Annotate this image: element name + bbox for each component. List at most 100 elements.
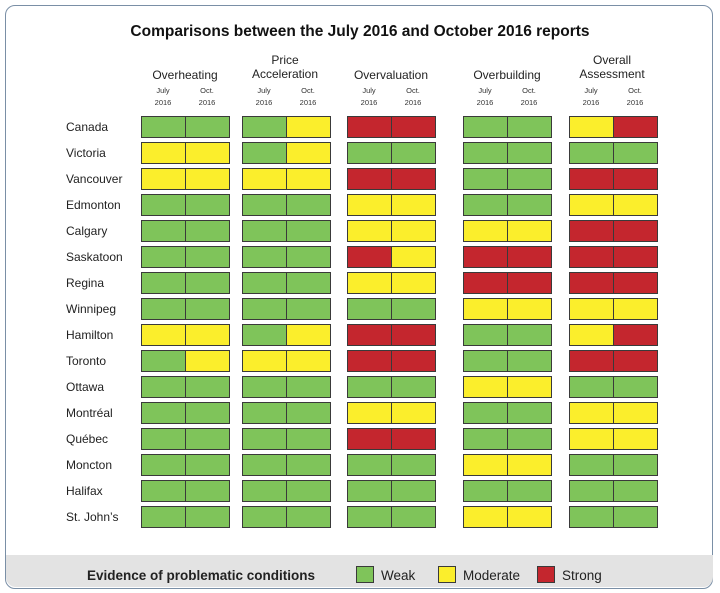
- heatmap-cell: [286, 506, 331, 528]
- heatmap-cell: [347, 194, 392, 216]
- heatmap-cell: [507, 142, 552, 164]
- heatmap-cell: [391, 324, 436, 346]
- heatmap-cell: [347, 506, 392, 528]
- heatmap-cell: [463, 506, 508, 528]
- heatmap-cell: [463, 194, 508, 216]
- heatmap-cell: [391, 506, 436, 528]
- row-label-city: Toronto: [66, 354, 107, 368]
- heatmap-cell: [463, 480, 508, 502]
- heatmap-cell: [185, 402, 230, 424]
- heatmap-cell: [569, 454, 614, 476]
- heatmap-cell: [141, 298, 186, 320]
- heatmap-cell: [347, 116, 392, 138]
- heatmap-cell: [569, 246, 614, 268]
- heatmap-cell: [185, 246, 230, 268]
- heatmap-cell: [347, 298, 392, 320]
- category-header: Overall Assessment: [579, 53, 645, 81]
- heatmap-cell: [507, 246, 552, 268]
- heatmap-cell: [242, 168, 287, 190]
- heatmap-cell: [347, 246, 392, 268]
- heatmap-cell: [569, 350, 614, 372]
- heatmap-cell: [613, 194, 658, 216]
- heatmap-cell: [185, 506, 230, 528]
- heatmap-cell: [463, 428, 508, 450]
- row-label-city: Ottawa: [66, 380, 105, 394]
- row-label-city: Montréal: [66, 406, 113, 420]
- heatmap-cell: [286, 428, 331, 450]
- heatmap-cell: [185, 194, 230, 216]
- heatmap-cell: [141, 428, 186, 450]
- period-label-year: 2016: [520, 98, 538, 107]
- heatmap-cell: [463, 350, 508, 372]
- heatmap-cell: [391, 194, 436, 216]
- heatmap-cell: [141, 142, 186, 164]
- heatmap-cell: [391, 350, 436, 372]
- heatmap-cell: [242, 142, 287, 164]
- legend-swatch-weak: [356, 566, 374, 583]
- heatmap-cell: [613, 402, 658, 424]
- row-label-city: Halifax: [66, 484, 103, 498]
- heatmap-cell: [185, 116, 230, 138]
- period-label-year: 2016: [255, 98, 273, 107]
- heatmap-cell: [463, 220, 508, 242]
- heatmap-cell: [391, 272, 436, 294]
- heatmap-cell: [347, 350, 392, 372]
- heatmap-cell: [569, 194, 614, 216]
- period-label-month: Oct.: [628, 86, 642, 95]
- period-label-year: 2016: [299, 98, 317, 107]
- heatmap-cell: [569, 428, 614, 450]
- heatmap-cell: [569, 480, 614, 502]
- heatmap-cell: [507, 194, 552, 216]
- period-label-year: 2016: [582, 98, 600, 107]
- heatmap-cell: [507, 324, 552, 346]
- heatmap-cell: [507, 428, 552, 450]
- heatmap-cell: [347, 454, 392, 476]
- heatmap-cell: [391, 454, 436, 476]
- heatmap-cell: [242, 246, 287, 268]
- heatmap-cell: [141, 194, 186, 216]
- heatmap-cell: [286, 142, 331, 164]
- heatmap-cell: [569, 168, 614, 190]
- period-label-month: Oct.: [522, 86, 536, 95]
- heatmap-cell: [141, 454, 186, 476]
- heatmap-cell: [286, 194, 331, 216]
- heatmap-cell: [569, 324, 614, 346]
- heatmap-cell: [141, 350, 186, 372]
- heatmap-cell: [613, 428, 658, 450]
- heatmap-cell: [286, 350, 331, 372]
- heatmap-cell: [347, 142, 392, 164]
- heatmap-cell: [185, 324, 230, 346]
- category-header: Price Acceleration: [251, 53, 319, 81]
- heatmap-cell: [242, 506, 287, 528]
- heatmap-cell: [347, 272, 392, 294]
- heatmap-cell: [141, 272, 186, 294]
- heatmap-cell: [391, 298, 436, 320]
- heatmap-cell: [569, 402, 614, 424]
- heatmap-cell: [347, 220, 392, 242]
- row-label-city: Québec: [66, 432, 109, 446]
- legend-swatch-moderate: [438, 566, 456, 583]
- legend-label-weak: Weak: [381, 568, 416, 583]
- row-label-city: Canada: [66, 120, 109, 134]
- heatmap-cell: [613, 454, 658, 476]
- heatmap-cell: [286, 272, 331, 294]
- heatmap-cell: [347, 428, 392, 450]
- heatmap-cell: [141, 402, 186, 424]
- heatmap-cell: [242, 350, 287, 372]
- row-label-city: Vancouver: [66, 172, 123, 186]
- heatmap-cell: [141, 116, 186, 138]
- heatmap-cell: [463, 168, 508, 190]
- heatmap-cell: [141, 506, 186, 528]
- heatmap-cell: [613, 298, 658, 320]
- period-label-year: 2016: [404, 98, 422, 107]
- heatmap-cell: [507, 220, 552, 242]
- heatmap-cell: [141, 324, 186, 346]
- heatmap-cell: [613, 324, 658, 346]
- heatmap-cell: [613, 168, 658, 190]
- period-label-month: Oct.: [406, 86, 420, 95]
- heatmap-cell: [613, 220, 658, 242]
- row-label-city: St. John’s: [66, 510, 119, 524]
- heatmap-cell: [569, 376, 614, 398]
- period-label-month: Oct.: [301, 86, 315, 95]
- heatmap-cell: [507, 402, 552, 424]
